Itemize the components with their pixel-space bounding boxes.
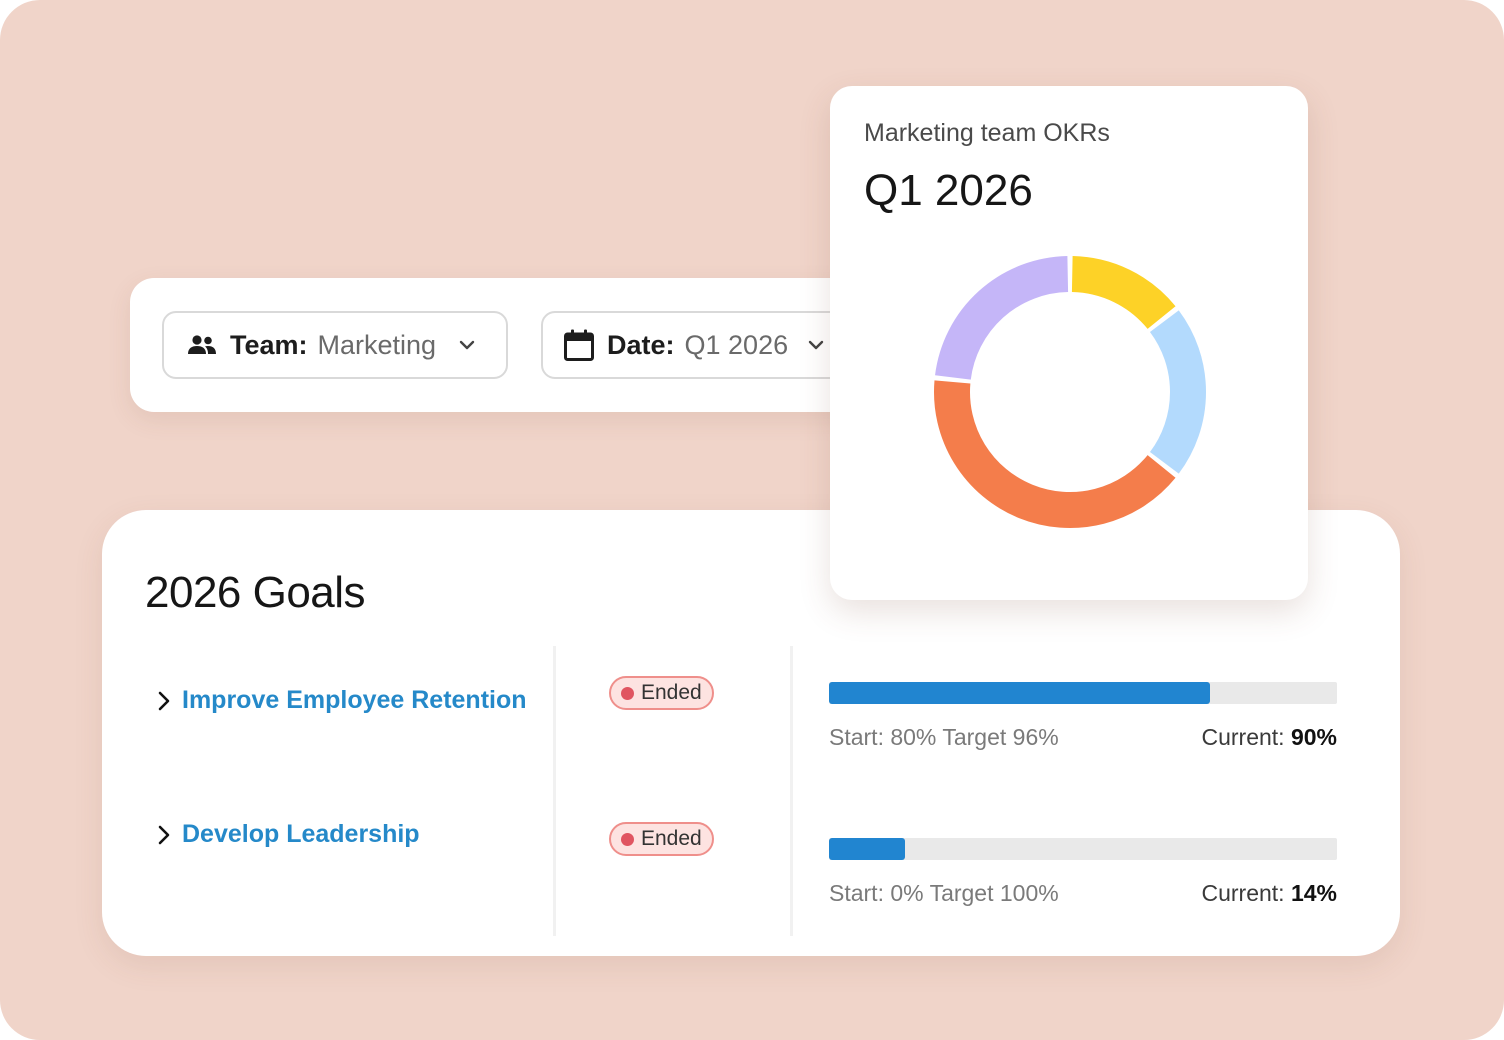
status-badge: Ended (609, 676, 714, 710)
donut-slice-4 (935, 256, 1069, 381)
chevron-down-icon (459, 340, 475, 350)
date-filter-value: Q1 2026 (684, 329, 789, 360)
goal-toggle[interactable]: Develop Leadership (156, 820, 420, 849)
date-dropdown[interactable]: Date: Q1 2026 (541, 311, 857, 379)
current-value: 14% (1290, 880, 1337, 906)
donut-slice-1 (1071, 256, 1176, 330)
current-value: 90% (1290, 724, 1337, 750)
goal-row: Improve Employee Retention Ended Start: … (102, 670, 1400, 790)
people-icon (188, 335, 216, 354)
goal-progress: Start: 0% Target 100% Current: 14% (829, 838, 1337, 907)
progress-fill (829, 838, 906, 860)
current-label: Current: (1201, 880, 1285, 906)
goal-name[interactable]: Improve Employee Retention (182, 686, 527, 714)
progress-current: Current: 14% (1201, 880, 1337, 907)
status-badge: Ended (609, 822, 714, 856)
progress-range-text: Start: 80% Target 96% (829, 724, 1059, 750)
okr-card-title: Q1 2026 (864, 166, 1033, 215)
column-divider (553, 646, 556, 936)
calendar-icon (564, 329, 594, 361)
progress-track (829, 682, 1337, 704)
status-badge-label: Ended (641, 681, 702, 704)
column-divider (790, 646, 793, 936)
donut-slice-3 (934, 380, 1176, 528)
okr-card-subtitle: Marketing team OKRs (864, 119, 1110, 147)
chevron-down-icon (808, 340, 824, 350)
filter-bar: Team: Marketing Date: Q1 2026 (130, 278, 890, 412)
chevron-right-icon (158, 691, 170, 710)
okr-card: Marketing team OKRs Q1 2026 (830, 86, 1308, 600)
status-badge-label: Ended (641, 827, 702, 850)
team-filter-label: Team: (230, 329, 308, 360)
team-dropdown[interactable]: Team: Marketing (162, 311, 508, 379)
status-dot-icon (621, 832, 634, 846)
goal-name[interactable]: Develop Leadership (182, 820, 420, 848)
team-filter-value: Marketing (317, 329, 437, 360)
donut-slice-2 (1149, 310, 1206, 474)
chevron-right-icon (158, 825, 170, 844)
progress-current: Current: 90% (1201, 724, 1337, 751)
goals-title: 2026 Goals (145, 568, 366, 617)
progress-fill (829, 682, 1210, 704)
okr-donut-chart (934, 256, 1206, 528)
goal-progress: Start: 80% Target 96% Current: 90% (829, 682, 1337, 751)
status-dot-icon (621, 686, 634, 700)
goal-row: Develop Leadership Ended Start: 0% Targe… (102, 810, 1400, 930)
progress-track (829, 838, 1337, 860)
progress-range-text: Start: 0% Target 100% (829, 880, 1059, 906)
goal-toggle[interactable]: Improve Employee Retention (156, 686, 527, 715)
date-filter-label: Date: (607, 329, 675, 360)
current-label: Current: (1201, 724, 1285, 750)
